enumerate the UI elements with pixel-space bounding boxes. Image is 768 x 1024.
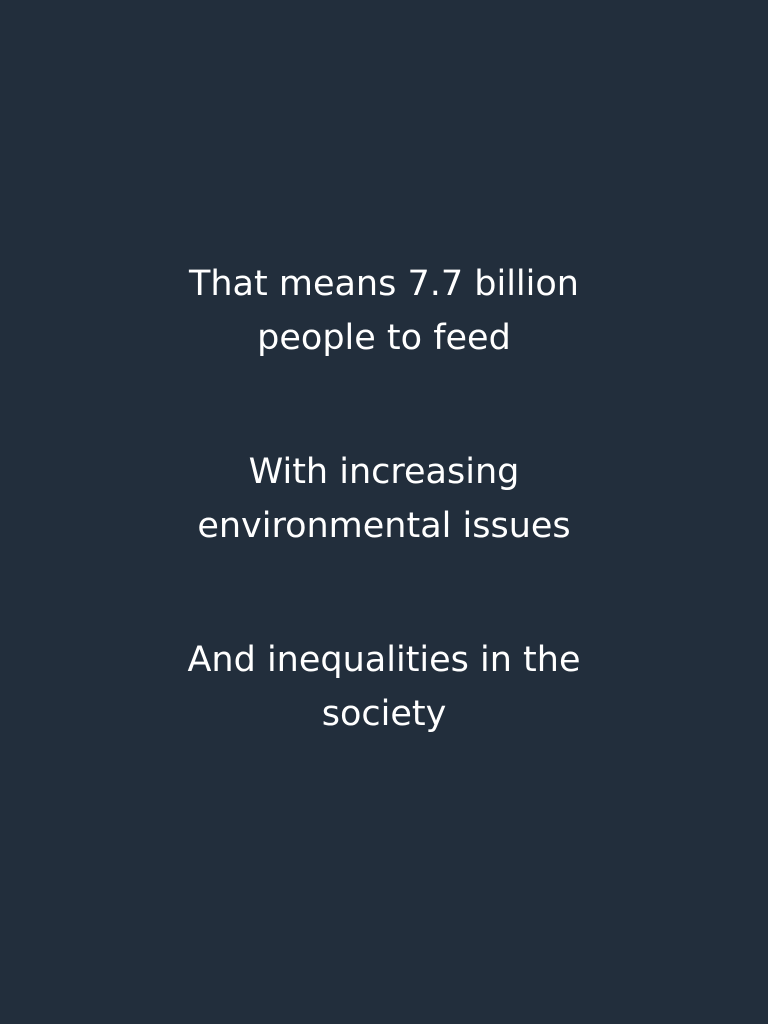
- statement-3-line-2: society: [321, 694, 447, 734]
- statement-3-line-1: And inequalities in the: [187, 640, 581, 680]
- statement-2-line-2: environmental issues: [197, 506, 571, 546]
- statement-1-line-1: That means 7.7 billion: [189, 264, 579, 304]
- statement-2-line-1: With increasing: [248, 452, 520, 492]
- statement-1-line-2: people to feed: [257, 318, 511, 358]
